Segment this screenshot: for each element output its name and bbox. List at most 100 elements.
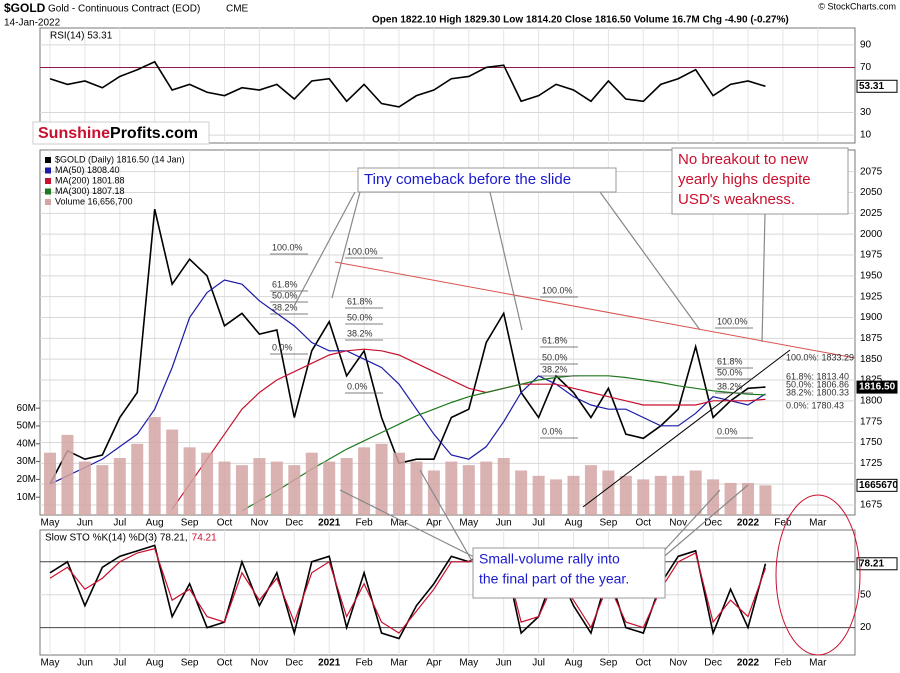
logo-part2: Profits.com: [110, 125, 198, 142]
value-box-label: 1816.50: [859, 382, 896, 393]
volume-bar: [550, 479, 563, 515]
legend-swatch: [45, 157, 51, 163]
fib-right-label: 61.8%: 1813.40: [786, 371, 849, 381]
value-box-label: 53.31: [859, 81, 884, 92]
volume-bar: [480, 461, 493, 515]
fib-label: 61.8%: [272, 279, 298, 289]
fib-label: 0.0%: [272, 342, 293, 352]
volume-bar: [358, 447, 371, 515]
x-tick-label: Oct: [217, 658, 233, 669]
fib-label: 0.0%: [347, 381, 368, 391]
volume-bar: [515, 470, 528, 515]
value-box: 1816.50: [856, 380, 898, 394]
annotation-connector: [659, 484, 749, 561]
fib-label: 50.0%: [272, 290, 298, 300]
fib-label: 38.2%: [347, 328, 373, 338]
fib-right-label: 0.0%: 1780.43: [786, 400, 844, 410]
x-tick-label: Sep: [181, 658, 199, 669]
fib-label: 100.0%: [717, 316, 748, 326]
x-tick-label: Nov: [669, 658, 687, 669]
volume-bar: [742, 482, 754, 515]
volume-bar: [637, 479, 650, 515]
x-tick-label: Dec: [704, 658, 722, 669]
volume-bar: [44, 452, 56, 515]
series-line: [49, 547, 767, 634]
x-tick-label: Jul: [532, 518, 545, 529]
fib-label: 61.8%: [542, 335, 568, 345]
y2-tick-label: 30M: [17, 456, 36, 467]
volume-bar: [567, 475, 580, 515]
series-line: [49, 208, 766, 485]
volume-bar: [235, 465, 248, 515]
volume-bar: [270, 461, 283, 515]
y-tick-label: 1900: [860, 312, 883, 323]
fib-right-label: 38.2%: 1800.33: [786, 387, 849, 397]
instrument-name: Gold - Continuous Contract (EOD): [48, 4, 200, 15]
volume-bar: [724, 482, 737, 515]
y2-tick-label: 60M: [17, 403, 36, 414]
annotation-connector: [659, 489, 721, 556]
legend-label: MA(300) 1807.18: [55, 186, 125, 196]
x-tick-label: Mar: [809, 658, 827, 669]
volume-bar: [654, 475, 667, 515]
x-tick-label: Oct: [217, 518, 233, 529]
copyright: © StockCharts.com: [818, 1, 896, 11]
x-tick-label: Jun: [496, 658, 512, 669]
volume-bar: [305, 452, 318, 515]
y-tick-label: 90: [860, 40, 872, 51]
fib-label: 100.0%: [542, 285, 573, 295]
x-tick-label: Feb: [774, 658, 792, 669]
annotation-connector: [291, 191, 356, 311]
y2-tick-label: 20M: [17, 474, 36, 485]
y-tick-label: 1750: [860, 437, 883, 448]
resistance-line: [334, 261, 856, 359]
value-box: 1665670: [856, 478, 898, 492]
x-tick-label: Mar: [809, 518, 827, 529]
fib-label: 100.0%: [347, 246, 378, 256]
volume-bar: [96, 465, 109, 515]
fib-label: 38.2%: [272, 302, 298, 312]
y2-tick-label: 50M: [17, 421, 36, 432]
volume-bar: [410, 461, 423, 515]
fib-label: 0.0%: [717, 426, 738, 436]
volume-bar: [131, 443, 144, 515]
legend-label: $GOLD (Daily) 1816.50 (14 Jan): [55, 154, 185, 164]
x-tick-label: 2021: [318, 518, 341, 529]
value-box-bg: [856, 478, 898, 492]
annotation-connector: [339, 489, 481, 561]
fib-label: 38.2%: [717, 381, 743, 391]
exchange: CME: [226, 4, 249, 15]
fib-label: 0.0%: [542, 426, 563, 436]
x-tick-label: Sep: [181, 518, 199, 529]
fib-label: 50.0%: [542, 352, 568, 362]
x-tick-label: Aug: [146, 658, 164, 669]
volume-bar: [288, 465, 301, 515]
annotation-text: USD's weakness.: [678, 191, 795, 208]
x-tick-label: Oct: [636, 658, 652, 669]
y-tick-label: 20: [860, 622, 872, 633]
annotation-text: No breakout to new: [678, 151, 808, 168]
volume-bar: [532, 475, 545, 515]
x-tick-label: 2022: [737, 518, 760, 529]
y-tick-label: 10: [860, 130, 872, 141]
x-tick-label: Jun: [77, 518, 93, 529]
legend-label: MA(200) 1801.88: [55, 175, 125, 185]
y-tick-label: 1875: [860, 333, 883, 344]
volume-bar: [427, 470, 440, 515]
x-tick-label: Mar: [390, 658, 408, 669]
x-tick-label: Feb: [355, 658, 373, 669]
volume-bar: [602, 470, 615, 515]
value-box-label: 78.21: [859, 558, 884, 569]
volume-bar: [672, 475, 685, 515]
volume-bar: [759, 485, 772, 515]
annotation-connector: [599, 191, 701, 331]
volume-bar: [393, 452, 405, 515]
volume-bar: [584, 465, 597, 515]
legend-swatch: [45, 178, 51, 184]
legend-swatch: [45, 167, 51, 174]
logo-part1: Sunshine: [38, 125, 110, 142]
fib-right-label: 100.0%: 1833.29: [786, 352, 854, 362]
annotation-box: [357, 167, 617, 193]
y-tick-label: 2025: [860, 208, 883, 219]
volume-bar: [148, 417, 161, 515]
